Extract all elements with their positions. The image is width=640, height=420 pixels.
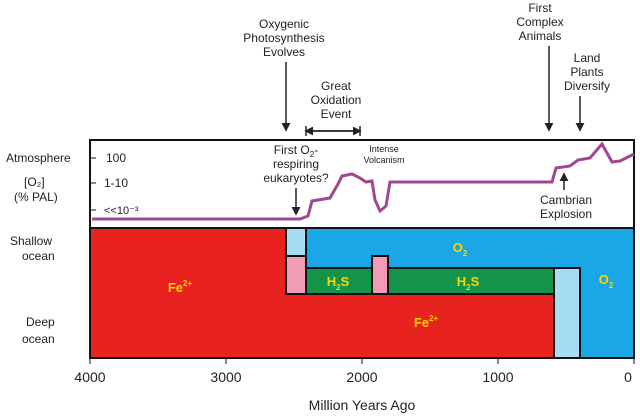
oxygen-curve (92, 141, 635, 221)
shallow-ocean-label-1: Shallow (10, 234, 52, 248)
atmosphere-label: Atmosphere (6, 151, 71, 165)
volcanism-label-1: Intense (369, 144, 399, 154)
atm-level-1-10: 1-10 (104, 176, 128, 190)
euxinic-band-left (305, 267, 373, 295)
oxic-ocean-deep-region (580, 268, 634, 358)
x-tick-1000: 1000 (482, 369, 513, 385)
atm-level-100: 100 (106, 151, 126, 165)
h2s-label-left: H2S (327, 274, 350, 292)
x-axis: 4000 3000 2000 1000 0 Million Years Ago (74, 358, 635, 413)
fe2-label-right: Fe2+ (414, 314, 439, 330)
goe-label-1: Great (321, 79, 352, 93)
oxygenic-label-2: Photosynthesis (243, 31, 324, 45)
x-tick-4000: 4000 (74, 369, 105, 385)
land-plants-label-3: Diversify (564, 79, 610, 93)
atmosphere-unit-pal: (% PAL) (14, 190, 58, 204)
oxygenic-label-1: Oxygenic (259, 17, 309, 31)
deep-ocean-label-2: ocean (22, 332, 55, 346)
land-plants-label-1: Land (574, 51, 601, 65)
pink-bar-middle (371, 255, 389, 295)
atm-level-low: <<10⁻³ (104, 205, 139, 217)
first-o2-label-1: First O2- (274, 143, 318, 159)
o2-label-shallow: O2 (453, 240, 468, 258)
deep-ocean-label-1: Deep (26, 315, 55, 329)
complex-animals-label-2: Complex (516, 15, 563, 29)
x-tick-2000: 2000 (346, 369, 377, 385)
cambrian-label-2: Explosion (540, 207, 592, 221)
cambrian-label-1: Cambrian (540, 193, 592, 207)
deep-light-blue-bar (553, 267, 581, 359)
complex-animals-label-1: First (528, 1, 552, 15)
x-axis-title: Million Years Ago (309, 397, 416, 413)
fe2-label-left: Fe2+ (168, 279, 193, 295)
o2-label-deep: O2 (599, 272, 614, 290)
volcanism-label-2: Volcanism (363, 155, 404, 165)
oxygenic-label-3: Evolves (263, 45, 305, 59)
first-o2-label-2: respiring (273, 157, 319, 171)
shallow-light-blue-bar (285, 227, 307, 257)
complex-animals-label-3: Animals (519, 29, 562, 43)
first-o2-label-3: eukaryotes? (263, 171, 329, 185)
x-tick-0: 0 (624, 369, 632, 385)
goe-label-2: Oxidation (311, 93, 362, 107)
x-tick-3000: 3000 (210, 369, 241, 385)
pink-bar-left (285, 255, 307, 295)
h2s-label-right: H2S (457, 274, 480, 292)
shallow-ocean-label-2: ocean (22, 249, 55, 263)
goe-label-3: Event (321, 107, 352, 121)
land-plants-label-2: Plants (570, 65, 603, 79)
oxic-ocean-region (306, 228, 634, 268)
atmosphere-unit-o2: [O₂] (24, 175, 45, 189)
